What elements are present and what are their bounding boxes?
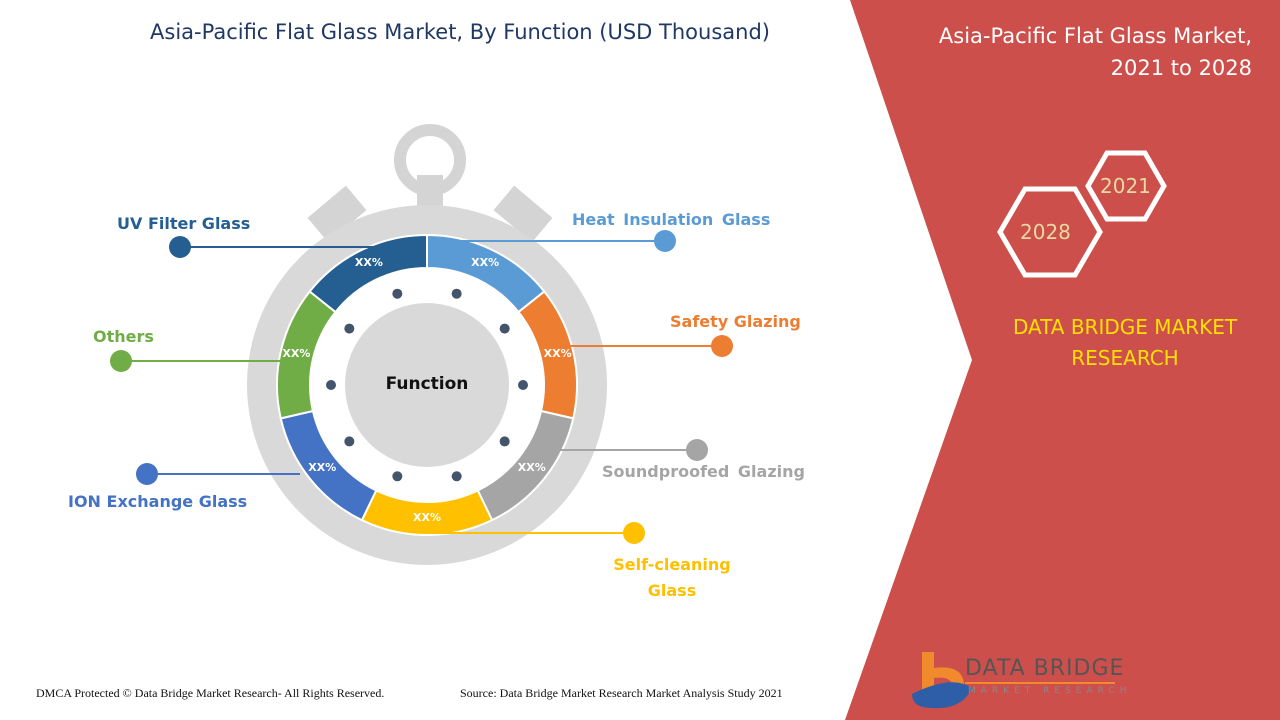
dial-dot bbox=[392, 471, 403, 482]
logo-subtitle: MARKET RESEARCH bbox=[968, 686, 1132, 696]
side-title-line-2: 2021 to 2028 bbox=[1110, 56, 1252, 80]
leader-end-dot bbox=[136, 463, 158, 485]
segment-value-label: XX% bbox=[413, 511, 441, 524]
leader-end-dot bbox=[169, 236, 191, 258]
segment-value-label: XX% bbox=[308, 460, 337, 474]
dial-dot bbox=[392, 288, 403, 299]
label-self-cleaning-line-2: Glass bbox=[647, 581, 697, 600]
label-self-cleaning-line-1: Self-cleaning bbox=[613, 555, 731, 574]
stopwatch-button-right bbox=[493, 185, 553, 243]
leader-end-dot bbox=[110, 350, 132, 372]
dial-dot bbox=[499, 323, 510, 334]
brand-line-2: RESEARCH bbox=[1071, 346, 1179, 370]
label-soundproofed-glazing: Soundproofed Glazing bbox=[602, 462, 805, 481]
label-safety-glazing: Safety Glazing bbox=[670, 312, 801, 331]
hexagon-2028 bbox=[997, 186, 1103, 278]
dial-dot bbox=[344, 436, 355, 447]
dial-dot bbox=[326, 380, 336, 390]
data-bridge-logo-icon bbox=[912, 652, 972, 709]
leader-end-dot bbox=[623, 522, 645, 544]
segment-value-label: XX% bbox=[354, 256, 383, 270]
brand-line-1: DATA BRIDGE MARKET bbox=[1012, 315, 1238, 339]
leader-lines bbox=[110, 230, 733, 544]
stopwatch-button-left bbox=[307, 185, 367, 243]
footer-source: Source: Data Bridge Market Research Mark… bbox=[460, 686, 783, 700]
segment-value-label: XX% bbox=[471, 256, 500, 270]
dial-dot bbox=[451, 288, 462, 299]
red-side-panel bbox=[845, 0, 1280, 720]
logo-name: DATA BRIDGE bbox=[965, 656, 1125, 681]
label-uv-filter-glass: UV Filter Glass bbox=[117, 214, 251, 233]
label-heat-insulation-glass: Heat Insulation Glass bbox=[572, 210, 771, 229]
side-title-line-1: Asia-Pacific Flat Glass Market, bbox=[938, 24, 1252, 48]
dial-dot bbox=[451, 471, 462, 482]
segment-value-label: XX% bbox=[282, 347, 311, 361]
label-self-cleaning-glass: Self-cleaning Glass bbox=[612, 552, 732, 604]
dial-dot bbox=[344, 323, 355, 334]
side-title: Asia-Pacific Flat Glass Market, 2021 to … bbox=[939, 20, 1252, 84]
leader-end-dot bbox=[711, 335, 733, 357]
dial-dot bbox=[518, 380, 528, 390]
label-others: Others bbox=[93, 327, 154, 346]
segment-value-label: XX% bbox=[517, 460, 546, 474]
leader-end-dot bbox=[654, 230, 676, 252]
center-label: Function bbox=[385, 374, 469, 394]
center-circle bbox=[345, 303, 509, 467]
hexagon-2021 bbox=[1085, 150, 1167, 222]
brand-name: DATA BRIDGE MARKET RESEARCH bbox=[985, 312, 1265, 374]
year-2021: 2021 bbox=[1100, 174, 1151, 198]
leader-end-dot bbox=[686, 439, 708, 461]
chart-title: Asia-Pacific Flat Glass Market, By Funct… bbox=[150, 20, 770, 44]
label-ion-exchange-glass: ION Exchange Glass bbox=[68, 492, 248, 511]
footer-copyright: DMCA Protected © Data Bridge Market Rese… bbox=[36, 686, 385, 700]
segment-value-label: XX% bbox=[543, 347, 572, 361]
segment-uv-filter-glass bbox=[308, 233, 428, 314]
dial-dot bbox=[499, 436, 510, 447]
year-2028: 2028 bbox=[1020, 220, 1071, 244]
dial-dots bbox=[326, 288, 528, 482]
